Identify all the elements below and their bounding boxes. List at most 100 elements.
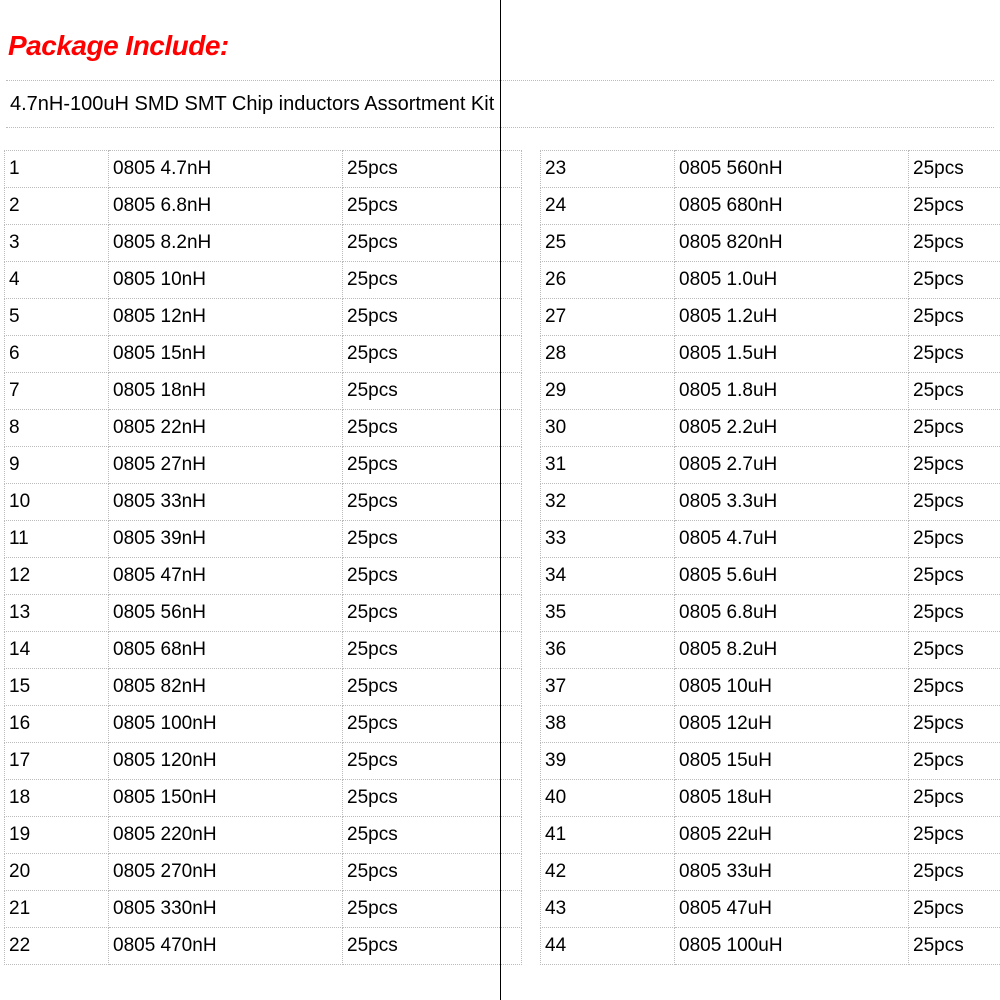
cell-quantity: 25pcs (343, 891, 522, 928)
cell-description: 0805 15uH (675, 743, 909, 780)
cell-description: 0805 39nH (109, 521, 343, 558)
cell-index: 40 (541, 780, 675, 817)
cell-description: 0805 220nH (109, 817, 343, 854)
cell-index: 41 (541, 817, 675, 854)
table-row: 430805 47uH25pcs (541, 891, 1000, 928)
cell-index: 28 (541, 336, 675, 373)
cell-index: 19 (5, 817, 109, 854)
cell-description: 0805 100uH (675, 928, 909, 965)
cell-quantity: 25pcs (909, 669, 1000, 706)
cell-description: 0805 100nH (109, 706, 343, 743)
cell-description: 0805 18nH (109, 373, 343, 410)
table-row: 360805 8.2uH25pcs (541, 632, 1000, 669)
table-row: 190805 220nH25pcs (5, 817, 522, 854)
cell-index: 11 (5, 521, 109, 558)
cell-description: 0805 22nH (109, 410, 343, 447)
cell-index: 12 (5, 558, 109, 595)
cell-description: 0805 33nH (109, 484, 343, 521)
cell-description: 0805 10uH (675, 669, 909, 706)
table-row: 80805 22nH25pcs (5, 410, 522, 447)
cell-quantity: 25pcs (909, 595, 1000, 632)
cell-index: 17 (5, 743, 109, 780)
table-row: 340805 5.6uH25pcs (541, 558, 1000, 595)
cell-description: 0805 18uH (675, 780, 909, 817)
cell-quantity: 25pcs (909, 928, 1000, 965)
cell-index: 2 (5, 188, 109, 225)
inductor-table-right-body: 230805 560nH25pcs240805 680nH25pcs250805… (541, 151, 1000, 965)
cell-index: 22 (5, 928, 109, 965)
table-row: 150805 82nH25pcs (5, 669, 522, 706)
cell-quantity: 25pcs (343, 262, 522, 299)
cell-description: 0805 56nH (109, 595, 343, 632)
cell-index: 15 (5, 669, 109, 706)
cell-quantity: 25pcs (343, 706, 522, 743)
cell-quantity: 25pcs (343, 817, 522, 854)
cell-description: 0805 8.2nH (109, 225, 343, 262)
table-row: 120805 47nH25pcs (5, 558, 522, 595)
table-row: 300805 2.2uH25pcs (541, 410, 1000, 447)
cell-quantity: 25pcs (343, 669, 522, 706)
table-row: 50805 12nH25pcs (5, 299, 522, 336)
cell-quantity: 25pcs (909, 743, 1000, 780)
table-row: 280805 1.5uH25pcs (541, 336, 1000, 373)
table-row: 130805 56nH25pcs (5, 595, 522, 632)
cell-description: 0805 33uH (675, 854, 909, 891)
cell-index: 39 (541, 743, 675, 780)
tables-container: 10805 4.7nH25pcs20805 6.8nH25pcs30805 8.… (0, 150, 1000, 1000)
table-row: 420805 33uH25pcs (541, 854, 1000, 891)
cell-description: 0805 82nH (109, 669, 343, 706)
cell-description: 0805 6.8nH (109, 188, 343, 225)
table-row: 240805 680nH25pcs (541, 188, 1000, 225)
table-row: 260805 1.0uH25pcs (541, 262, 1000, 299)
cell-index: 42 (541, 854, 675, 891)
cell-quantity: 25pcs (343, 854, 522, 891)
table-row: 90805 27nH25pcs (5, 447, 522, 484)
table-row: 200805 270nH25pcs (5, 854, 522, 891)
cell-index: 16 (5, 706, 109, 743)
cell-quantity: 25pcs (909, 558, 1000, 595)
cell-index: 37 (541, 669, 675, 706)
inductor-table-right: 230805 560nH25pcs240805 680nH25pcs250805… (540, 150, 1000, 965)
cell-index: 25 (541, 225, 675, 262)
table-row: 330805 4.7uH25pcs (541, 521, 1000, 558)
cell-index: 44 (541, 928, 675, 965)
table-row: 440805 100uH25pcs (541, 928, 1000, 965)
cell-description: 0805 470nH (109, 928, 343, 965)
cell-description: 0805 27nH (109, 447, 343, 484)
table-row: 370805 10uH25pcs (541, 669, 1000, 706)
cell-index: 30 (541, 410, 675, 447)
table-row: 110805 39nH25pcs (5, 521, 522, 558)
cell-quantity: 25pcs (343, 484, 522, 521)
cell-index: 43 (541, 891, 675, 928)
cell-quantity: 25pcs (909, 854, 1000, 891)
cell-quantity: 25pcs (343, 151, 522, 188)
cell-description: 0805 12uH (675, 706, 909, 743)
inductor-table-left-body: 10805 4.7nH25pcs20805 6.8nH25pcs30805 8.… (5, 151, 522, 965)
cell-quantity: 25pcs (909, 891, 1000, 928)
cell-quantity: 25pcs (343, 447, 522, 484)
page-title: Package Include: (8, 30, 229, 62)
cell-description: 0805 47nH (109, 558, 343, 595)
cell-quantity: 25pcs (909, 225, 1000, 262)
cell-description: 0805 1.8uH (675, 373, 909, 410)
cell-description: 0805 820nH (675, 225, 909, 262)
cell-index: 36 (541, 632, 675, 669)
cell-quantity: 25pcs (909, 188, 1000, 225)
cell-description: 0805 2.2uH (675, 410, 909, 447)
cell-quantity: 25pcs (343, 336, 522, 373)
cell-description: 0805 560nH (675, 151, 909, 188)
table-row: 350805 6.8uH25pcs (541, 595, 1000, 632)
cell-description: 0805 680nH (675, 188, 909, 225)
cell-description: 0805 1.0uH (675, 262, 909, 299)
cell-quantity: 25pcs (343, 188, 522, 225)
cell-index: 20 (5, 854, 109, 891)
cell-quantity: 25pcs (909, 262, 1000, 299)
cell-description: 0805 4.7uH (675, 521, 909, 558)
cell-index: 6 (5, 336, 109, 373)
cell-quantity: 25pcs (343, 299, 522, 336)
cell-quantity: 25pcs (909, 632, 1000, 669)
cell-quantity: 25pcs (343, 780, 522, 817)
cell-quantity: 25pcs (909, 521, 1000, 558)
table-row: 100805 33nH25pcs (5, 484, 522, 521)
cell-quantity: 25pcs (909, 817, 1000, 854)
